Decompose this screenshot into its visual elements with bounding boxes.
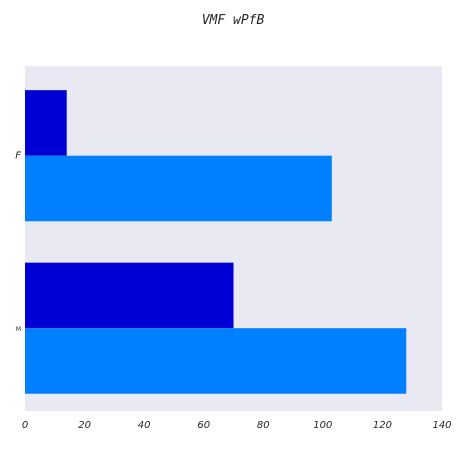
x-tick-label: 140 — [432, 420, 451, 431]
bar-M-series-2 — [25, 328, 407, 394]
bar-F-series-2 — [25, 155, 332, 222]
x-tick-label: 20 — [78, 420, 91, 431]
x-tick-label: 80 — [257, 420, 270, 431]
bar-F-series-1 — [25, 90, 67, 156]
chart-title: VMF wPfB — [202, 13, 265, 28]
x-tick-label: 60 — [197, 420, 210, 431]
x-axis-ticks: 0 20 40 60 80 100 120 140 — [22, 420, 452, 431]
y-axis-ticks: FM — [15, 151, 21, 334]
bar-M-series-1 — [25, 262, 234, 329]
x-tick-label: 40 — [138, 420, 151, 431]
y-tick-label: M — [16, 326, 21, 333]
bars-group — [25, 90, 407, 394]
x-tick-label: 120 — [373, 420, 392, 431]
x-tick-label: 0 — [22, 420, 28, 431]
x-tick-label: 100 — [313, 420, 332, 431]
y-tick-label: F — [15, 151, 21, 162]
